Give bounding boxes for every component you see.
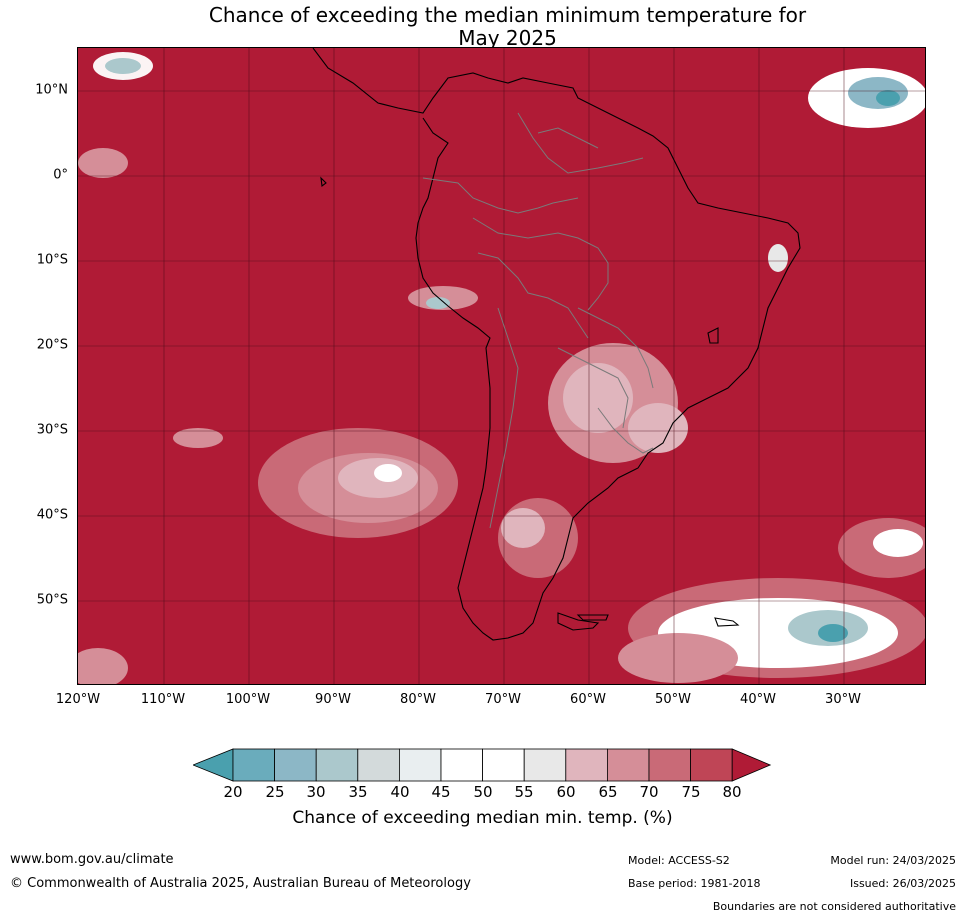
colorbar-tick: 80 <box>722 783 742 801</box>
colorbar-arrow-low <box>191 748 234 782</box>
model-name: Model: ACCESS-S2 <box>628 854 730 867</box>
colorbar-tick: 40 <box>390 783 410 801</box>
lon-label-120w: 120°W <box>55 692 101 707</box>
colorbar-segment <box>440 748 483 782</box>
colorbar-tick: 75 <box>681 783 701 801</box>
colorbar-svg <box>191 748 772 782</box>
lon-label-30w: 30°W <box>825 692 861 707</box>
lat-label-10s: 10°S <box>36 252 68 268</box>
colorbar-tick: 50 <box>473 783 493 801</box>
map-title: Chance of exceeding the median minimum t… <box>0 4 965 50</box>
colorbar-segment <box>315 748 359 782</box>
base-period: Base period: 1981-2018 <box>628 877 761 890</box>
model-run-date: Model run: 24/03/2025 <box>830 854 956 867</box>
colorbar-segment <box>606 748 650 782</box>
probability-map <box>77 47 926 685</box>
colorbar-tick: 45 <box>431 783 451 801</box>
colorbar-segment <box>357 748 400 782</box>
colorbar-tick: 70 <box>639 783 659 801</box>
title-line-2: May 2025 <box>458 26 557 50</box>
lat-label-30s: 30°S <box>36 422 68 438</box>
colorbar-segment <box>482 748 525 782</box>
lon-label-100w: 100°W <box>225 692 271 707</box>
colorbar-segment <box>648 748 691 782</box>
graticule <box>78 48 925 684</box>
map-canvas <box>78 48 925 684</box>
country-borders <box>422 112 654 529</box>
colorbar-label: Chance of exceeding median min. temp. (%… <box>292 808 673 828</box>
probability-fields <box>78 52 925 684</box>
colorbar-tick: 60 <box>556 783 576 801</box>
lon-label-110w: 110°W <box>140 692 186 707</box>
colorbar-segment <box>274 748 317 782</box>
copyright-text: © Commonwealth of Australia 2025, Austra… <box>10 876 471 891</box>
colorbar-tick: 25 <box>265 783 285 801</box>
lon-label-70w: 70°W <box>485 692 521 707</box>
colorbar-tick: 35 <box>348 783 368 801</box>
disclaimer: Boundaries are not considered authoritat… <box>712 900 956 913</box>
issued-date: Issued: 26/03/2025 <box>849 877 956 890</box>
lat-label-50s: 50°S <box>36 592 68 608</box>
coastlines <box>312 48 801 641</box>
colorbar-segment <box>565 748 608 782</box>
lon-label-40w: 40°W <box>740 692 776 707</box>
colorbar-tick: 65 <box>598 783 618 801</box>
lat-label-10n: 10°N <box>35 82 68 98</box>
lat-label-0: 0° <box>53 167 68 183</box>
colorbar-segment <box>398 748 442 782</box>
colorbar-arrow-high <box>731 748 772 782</box>
colorbar-segment <box>523 748 567 782</box>
colorbar <box>191 748 773 786</box>
website-link[interactable]: www.bom.gov.au/climate <box>10 852 174 867</box>
colorbar-tick: 30 <box>306 783 326 801</box>
lat-label-20s: 20°S <box>36 337 68 353</box>
colorbar-tick: 55 <box>514 783 534 801</box>
lon-label-60w: 60°W <box>570 692 606 707</box>
map-background <box>78 48 925 684</box>
lat-label-40s: 40°S <box>36 507 68 523</box>
lon-label-80w: 80°W <box>400 692 436 707</box>
colorbar-segment <box>232 748 275 782</box>
title-line-1: Chance of exceeding the median minimum t… <box>208 3 807 27</box>
lon-label-90w: 90°W <box>315 692 351 707</box>
lon-label-50w: 50°W <box>655 692 691 707</box>
colorbar-tick: 20 <box>223 783 243 801</box>
colorbar-segment <box>690 748 733 782</box>
